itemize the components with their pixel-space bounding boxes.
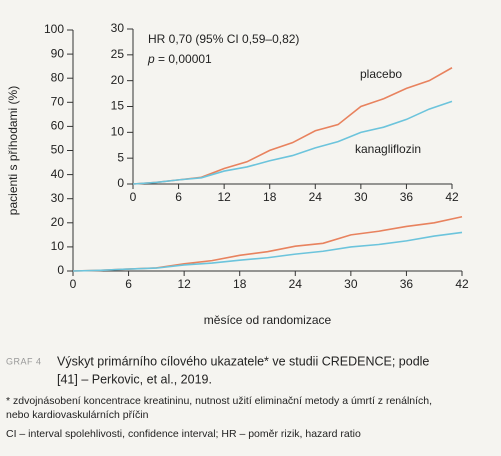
x-tick-label: 6 (125, 277, 132, 291)
annotation: HR 0,70 (95% CI 0,59–0,82) (148, 32, 299, 46)
y-tick-label: 100 (44, 22, 64, 36)
x-tick-label: 36 (400, 190, 414, 204)
series-line (132, 100, 453, 185)
y-tick-label: 10 (111, 125, 125, 139)
y-axis-label: pacienti s příhodami (%) (6, 86, 20, 215)
y-tick-label: 70 (51, 94, 65, 108)
x-tick-label: 42 (455, 277, 469, 291)
caption-note: * zdvojnásobení koncentrace kreatininu, … (6, 395, 432, 407)
series-label: placebo (360, 67, 402, 81)
y-tick-label: 25 (111, 47, 125, 61)
y-tick-label: 40 (51, 167, 65, 181)
x-tick-label: 36 (400, 277, 414, 291)
x-tick-label: 0 (70, 277, 77, 291)
x-tick-label: 18 (233, 277, 247, 291)
x-tick-label: 18 (263, 190, 277, 204)
caption-label: GRAF 4 (6, 356, 42, 366)
y-tick-label: 30 (111, 21, 125, 35)
y-tick-label: 0 (57, 263, 64, 277)
caption-note: nebo kardiovaskulárních příčin (6, 409, 149, 421)
x-tick-label: 24 (289, 277, 303, 291)
y-tick-label: 90 (51, 46, 65, 60)
caption-note: CI – interval spolehlivosti, confidence … (6, 428, 361, 440)
x-tick-label: 0 (130, 190, 137, 204)
annotation: = 0,00001 (158, 52, 212, 66)
x-tick-label: 42 (445, 190, 459, 204)
y-tick-label: 0 (117, 176, 124, 190)
y-tick-label: 15 (111, 99, 125, 113)
series-label: kanagliflozin (355, 142, 421, 156)
y-tick-label: 50 (51, 143, 65, 157)
caption-title: [41] – Perkovic, et al., 2019. (57, 372, 212, 386)
caption-title: Výskyt primárního cílového ukazatele* ve… (57, 354, 429, 368)
annotation: p (147, 52, 155, 66)
y-tick-label: 5 (117, 150, 124, 164)
y-tick-label: 20 (51, 215, 65, 229)
x-tick-label: 30 (354, 190, 368, 204)
y-tick-label: 10 (51, 239, 65, 253)
x-axis-label: měsíce od randomizace (204, 313, 332, 327)
series-line (72, 215, 463, 272)
series-line (132, 67, 453, 185)
x-tick-label: 12 (177, 277, 191, 291)
x-tick-label: 6 (175, 190, 182, 204)
y-tick-label: 20 (111, 73, 125, 87)
x-tick-label: 12 (217, 190, 231, 204)
series-line (72, 231, 463, 272)
x-tick-label: 30 (344, 277, 358, 291)
y-tick-label: 60 (51, 119, 65, 133)
y-tick-label: 80 (51, 70, 65, 84)
y-tick-label: 30 (51, 191, 65, 205)
x-tick-label: 24 (309, 190, 323, 204)
